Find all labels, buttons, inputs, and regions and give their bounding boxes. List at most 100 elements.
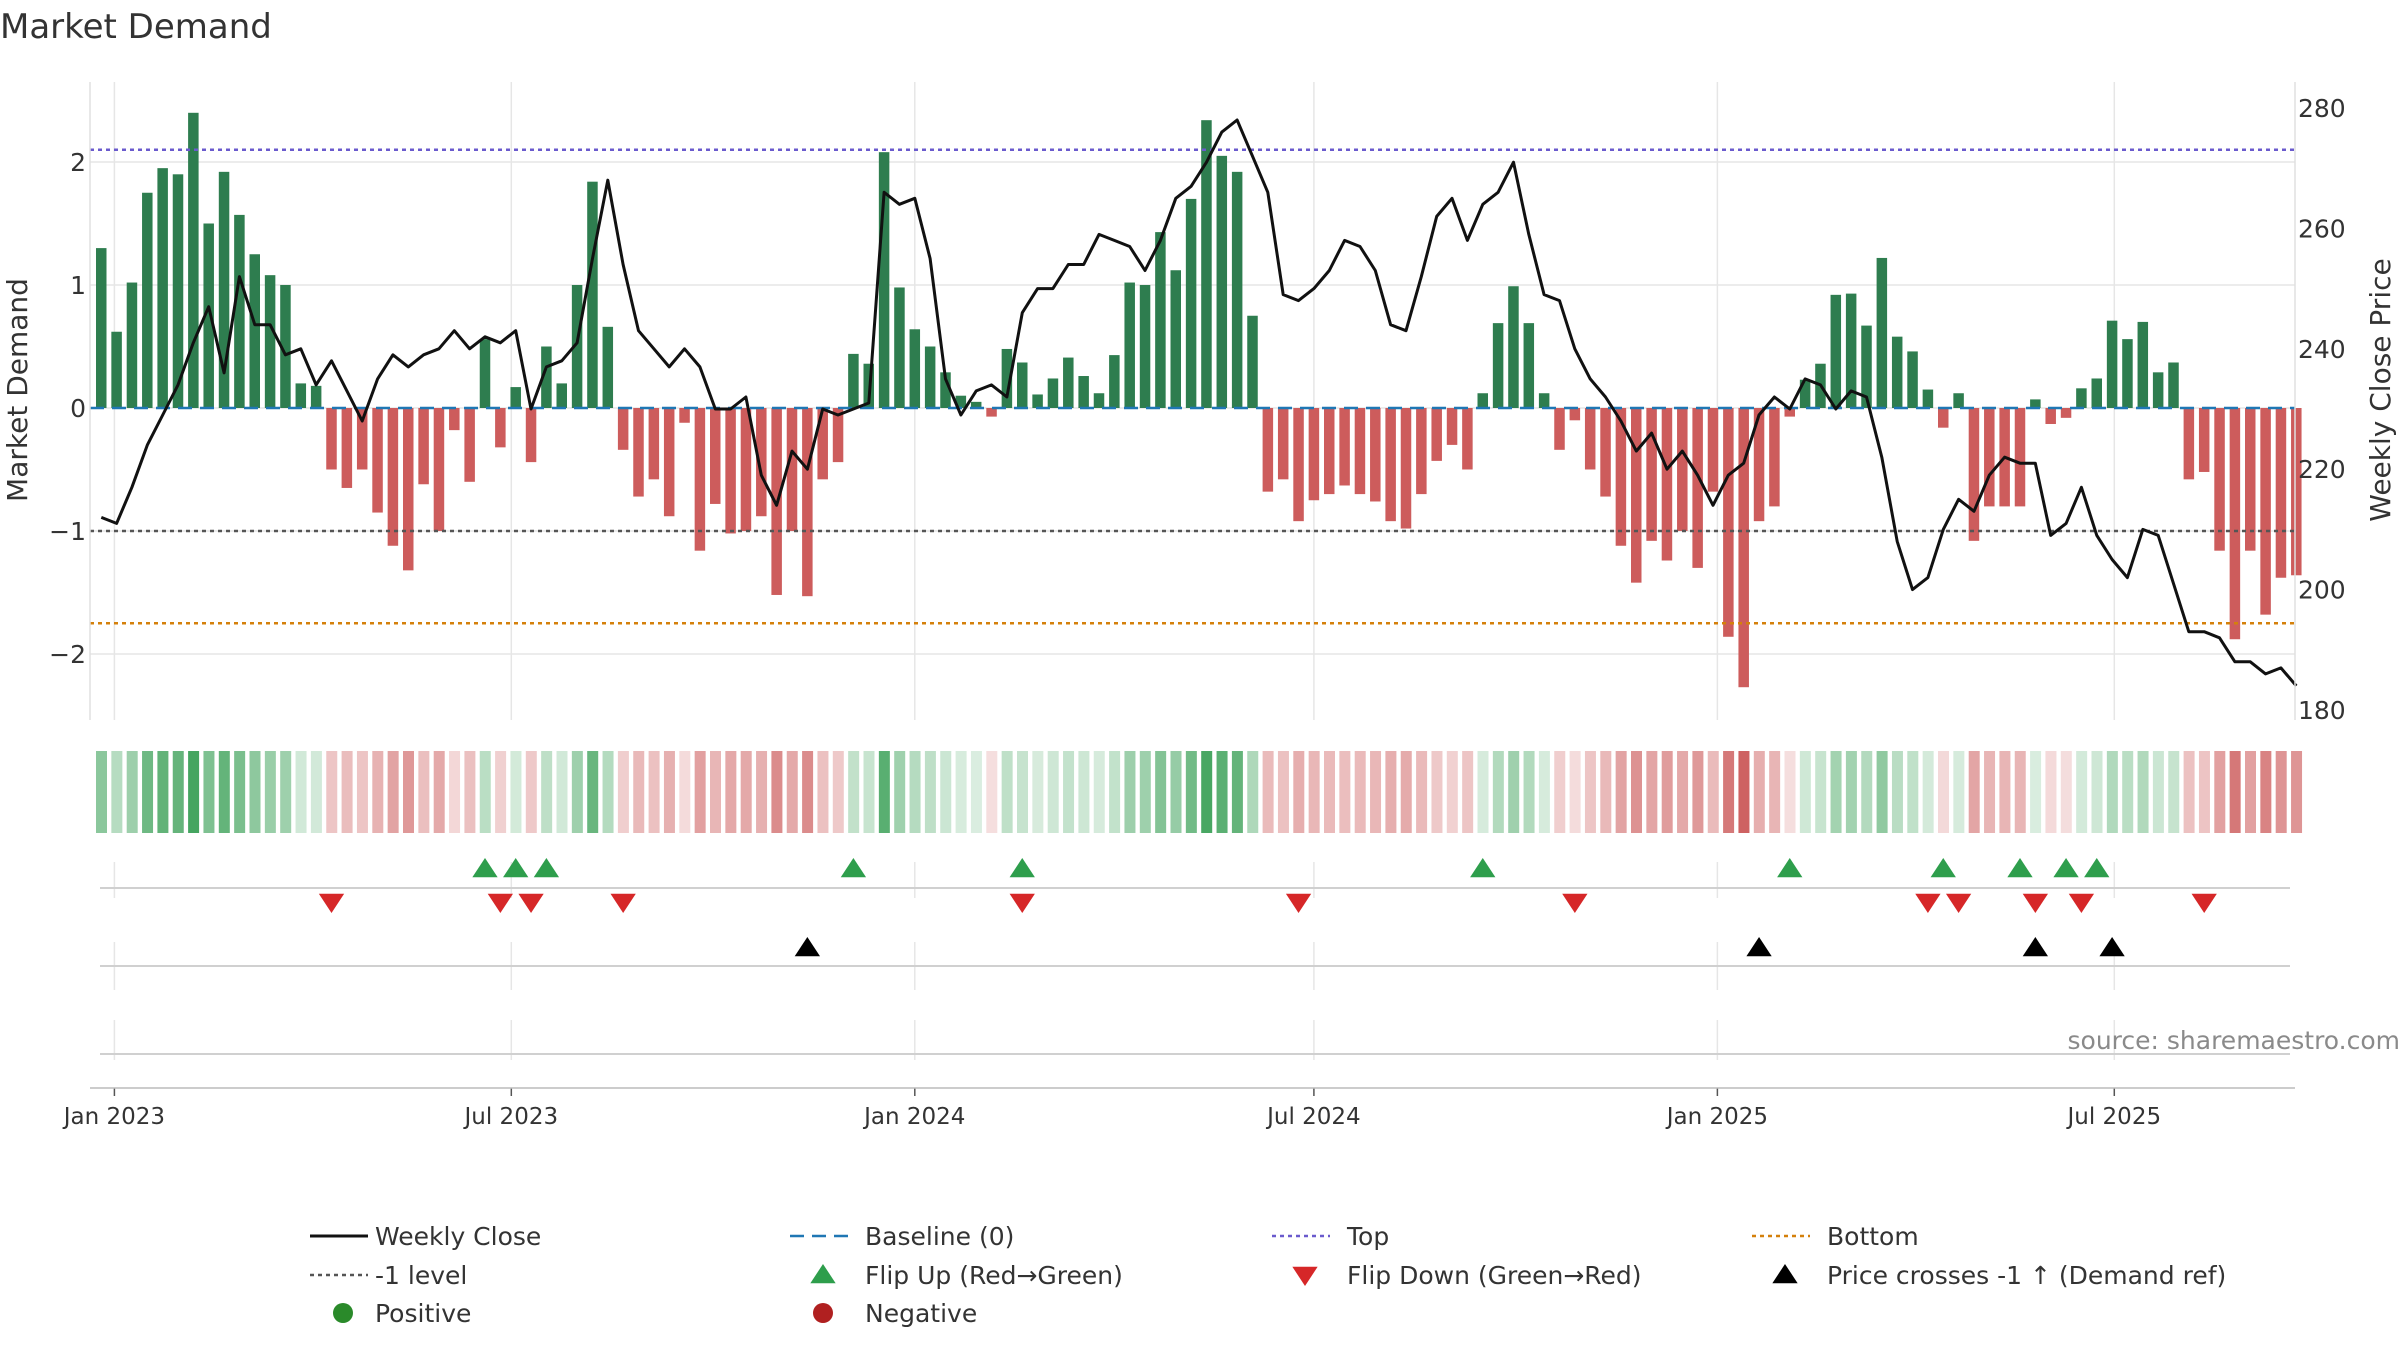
heat-cell	[1738, 751, 1750, 833]
positive-demand-bar	[249, 254, 260, 408]
heat-cell	[1938, 751, 1949, 833]
flip-down-marker	[1285, 893, 1312, 913]
positive-demand-bar	[264, 275, 276, 408]
heat-cell	[1891, 751, 1903, 833]
negative-demand-bar	[525, 408, 537, 463]
flip-up-marker	[1930, 858, 1956, 878]
negative-demand-bar	[1631, 408, 1642, 583]
negative-demand-bar	[1569, 408, 1581, 421]
heat-cell	[633, 751, 645, 833]
negative-demand-bar	[756, 408, 767, 517]
positive-demand-bar	[234, 214, 245, 408]
negative-demand-bar	[663, 408, 675, 517]
heat-cell	[1231, 751, 1243, 833]
flip-down-marker	[1562, 893, 1588, 913]
positive-demand-bar	[909, 329, 921, 408]
heat-cell	[679, 751, 691, 833]
heat-cell	[1201, 751, 1213, 833]
flip-up-marker	[2007, 858, 2033, 878]
heat-cell	[1922, 751, 1934, 833]
legend-label: Weekly Close	[375, 1222, 541, 1251]
negative-demand-bar	[1354, 408, 1366, 495]
heat-cell	[464, 751, 476, 833]
negative-demand-bar	[648, 408, 660, 480]
x-tick-label: Jan 2023	[62, 1104, 165, 1130]
positive-demand-bar	[1047, 378, 1059, 408]
flip-down-marker	[487, 893, 513, 913]
right-tick-label: 220	[2298, 455, 2346, 484]
heat-cell	[894, 751, 906, 833]
flip-down-marker	[2068, 893, 2095, 913]
heat-cell	[2060, 751, 2072, 833]
negative-demand-bar	[2214, 408, 2225, 551]
heat-cell	[1953, 751, 1965, 833]
positive-demand-bar	[541, 346, 552, 408]
heat-cell	[234, 751, 246, 833]
positive-demand-bar	[940, 372, 951, 408]
positive-demand-bar	[1093, 393, 1105, 408]
heat-cell	[111, 751, 123, 833]
heat-cell	[479, 751, 491, 833]
left-tick-label: −2	[49, 640, 86, 669]
heat-cell	[1001, 751, 1013, 833]
heat-cell	[2275, 751, 2287, 833]
negative-demand-bar	[1738, 408, 1749, 688]
heat-cell	[1247, 751, 1259, 833]
heat-cell	[924, 751, 936, 833]
price-cross-marker	[2099, 937, 2125, 957]
heat-cell	[1723, 751, 1735, 833]
flip-up-marker	[1009, 858, 1035, 878]
negative-demand-bar	[2198, 408, 2210, 472]
flip-down-marker	[610, 893, 636, 913]
heat-cell	[1600, 751, 1612, 833]
negative-demand-bar	[449, 408, 460, 431]
flip-down-marker	[1009, 893, 1035, 913]
negative-demand-bar	[1277, 408, 1289, 480]
negative-demand-bar	[786, 408, 798, 531]
positive-demand-bar	[126, 282, 138, 408]
heat-cell	[1139, 751, 1151, 833]
heat-cell	[495, 751, 507, 833]
heat-cell	[510, 751, 522, 833]
heat-cell	[1063, 751, 1075, 833]
heat-cell	[1400, 751, 1412, 833]
positive-demand-bar	[1861, 325, 1872, 408]
heat-cell	[771, 751, 783, 833]
negative-demand-bar	[418, 408, 429, 485]
heat-cell	[2291, 751, 2303, 833]
positive-demand-bar	[479, 339, 491, 408]
heat-cell	[1707, 751, 1719, 833]
heat-cell	[1523, 751, 1535, 833]
negative-demand-bar	[1416, 408, 1427, 495]
axes: 2 1 0 −1 −2 280 260 240 220 200 180 Jan 2023 Jul 202…	[49, 82, 2346, 1130]
positive-demand-bar	[1907, 351, 1918, 408]
positive-demand-bar	[1032, 394, 1043, 408]
heat-cell	[1646, 751, 1658, 833]
flip-down-marker	[1915, 893, 1941, 913]
negative-demand-bar	[1753, 408, 1765, 522]
positive-demand-bar	[1185, 198, 1197, 408]
legend-symbol-flip-down-green-red	[1292, 1266, 1318, 1286]
heat-cell	[403, 751, 414, 833]
heat-cell	[1216, 751, 1228, 833]
positive-demand-bar	[1017, 362, 1028, 408]
negative-demand-bar	[1462, 408, 1473, 470]
negative-demand-bar	[387, 408, 399, 546]
heat-cell	[1538, 751, 1550, 833]
heat-cell	[157, 751, 169, 833]
positive-demand-bar	[924, 346, 936, 408]
heat-cell	[2014, 751, 2026, 833]
heat-cell	[1385, 751, 1397, 833]
negative-demand-bar	[1446, 408, 1458, 445]
positive-demand-bar	[1231, 171, 1243, 408]
negative-demand-bar	[1400, 408, 1412, 529]
heat-cell	[955, 751, 967, 833]
left-axis-label: Market Demand	[1, 278, 34, 502]
price-cross-marker	[794, 937, 820, 957]
positive-demand-bar	[1508, 286, 1519, 408]
heat-cell	[786, 751, 798, 833]
price-cross-marker	[2022, 937, 2048, 957]
x-tick-label: Jul 2025	[2065, 1104, 2161, 1130]
negative-demand-bar	[617, 408, 629, 450]
